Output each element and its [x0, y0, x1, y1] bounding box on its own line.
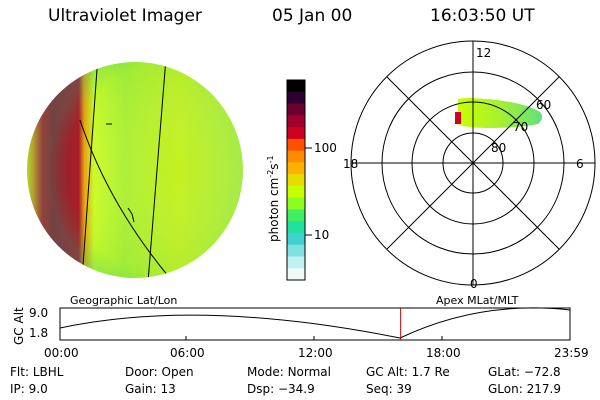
lat-label-80: 80 — [491, 141, 507, 155]
status-seq: Seq: 39 — [366, 382, 412, 396]
meridian-line — [81, 62, 99, 278]
status-flt: Flt: LBHL — [10, 365, 64, 379]
mlt-label-12: 12 — [476, 46, 492, 60]
auroral-oval-peak — [455, 112, 461, 124]
timeline-tick-1200: 12:00 — [298, 346, 333, 360]
timeline-y-bottom: 1.8 — [29, 326, 49, 340]
colorbar-label-10: 10 — [314, 228, 330, 242]
coastline-fragment — [127, 207, 135, 223]
colorbar-segment — [287, 127, 305, 140]
colorbar-segment — [287, 115, 305, 128]
colorbar-segment — [287, 162, 305, 175]
status-glon: GLon: 217.9 — [488, 382, 561, 396]
timeline-tick-2359: 23:59 — [554, 346, 589, 360]
mlt-label-0: 0 — [470, 277, 478, 291]
colorbar-unit-label: photon cm-2s-1 — [266, 155, 281, 242]
status-mode: Mode: Normal — [247, 365, 331, 379]
colorbar — [286, 79, 306, 281]
colorbar-segment — [287, 138, 305, 152]
colorbar-segment — [287, 197, 305, 210]
colorbar-segment — [287, 103, 305, 116]
time-label: 16:03:50 UT — [430, 6, 535, 26]
colorbar-segment — [287, 256, 305, 269]
timeline-axis-label: GC Alt — [12, 307, 26, 345]
timeline-y-top: 9.0 — [29, 306, 49, 320]
lat-label-60: 60 — [536, 98, 552, 112]
status-ip: IP: 9.0 — [10, 382, 48, 396]
meridian-line — [147, 62, 167, 278]
polar-diagonal — [386, 76, 560, 250]
colorbar-label-100: 100 — [314, 141, 337, 155]
colorbar-segment — [287, 185, 305, 199]
earth-disk-image — [27, 62, 243, 278]
status-gcalt: GC Alt: 1.7 Re — [366, 365, 450, 379]
timeline-plot — [59, 307, 571, 341]
colorbar-segment — [287, 150, 305, 163]
instrument-title: Ultraviolet Imager — [48, 6, 202, 26]
mlt-label-6: 6 — [576, 157, 584, 171]
latitude-curve — [79, 119, 181, 278]
timeline-frame — [59, 307, 571, 341]
colorbar-segment — [287, 268, 305, 281]
colorbar-segment — [287, 91, 305, 105]
colorbar-segment — [287, 174, 305, 187]
status-glat: GLat: −72.8 — [488, 365, 561, 379]
polar-plot — [350, 40, 596, 286]
geographic-title: Geographic Lat/Lon — [70, 294, 178, 307]
timeline-tick-0000: 00:00 — [44, 346, 79, 360]
lat-label-70: 70 — [513, 120, 529, 134]
colorbar-segment — [287, 80, 305, 93]
status-dsp: Dsp: −34.9 — [247, 382, 315, 396]
date-label: 05 Jan 00 — [272, 6, 353, 26]
altitude-curve — [59, 307, 571, 339]
timeline-tick-0600: 06:00 — [170, 346, 205, 360]
status-door: Door: Open — [125, 365, 194, 379]
colorbar-segment — [287, 209, 305, 222]
colorbar-segment — [287, 244, 305, 257]
colorbar-segment — [287, 232, 305, 246]
timeline-tick-1800: 18:00 — [426, 346, 461, 360]
apex-title: Apex MLat/MLT — [436, 294, 519, 307]
status-gain: Gain: 13 — [125, 382, 176, 396]
auroral-oval — [457, 98, 543, 128]
colorbar-segment — [287, 221, 305, 234]
mlt-label-18: 18 — [343, 157, 359, 171]
colorbar-frame — [286, 79, 306, 281]
